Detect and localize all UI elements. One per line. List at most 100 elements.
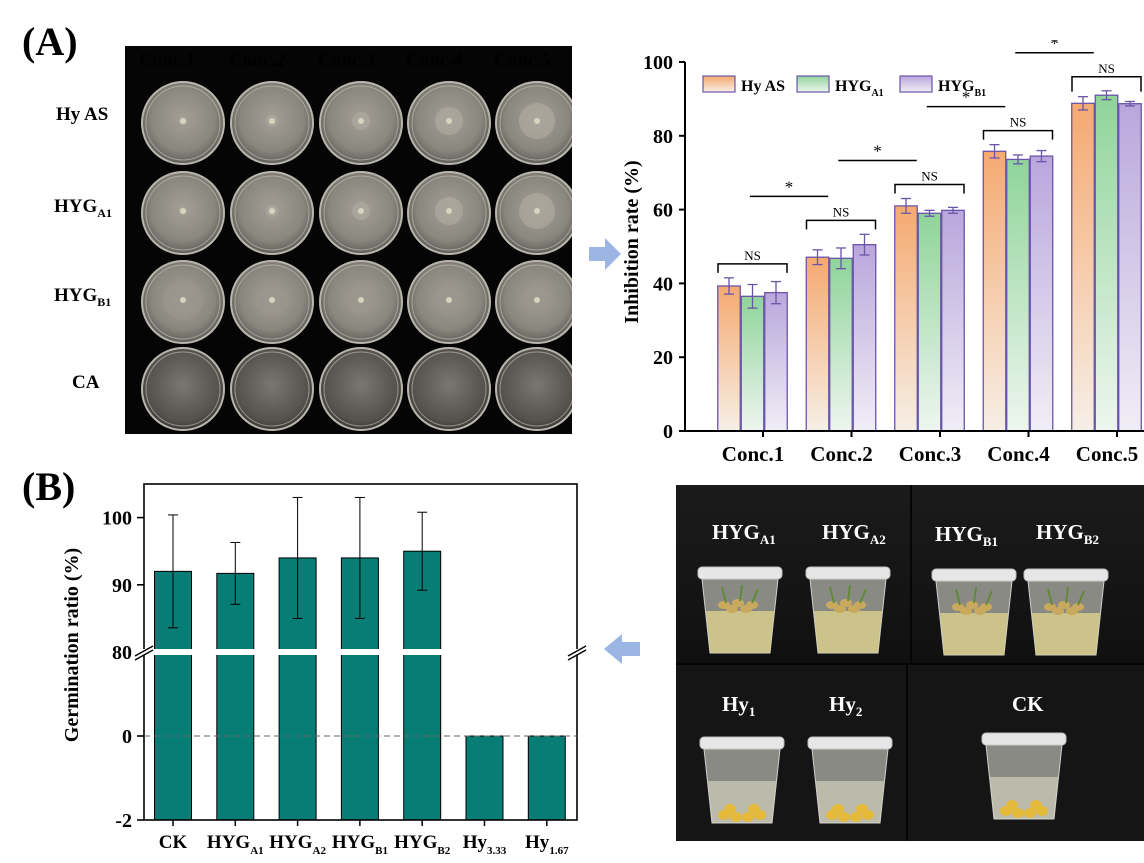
plate-row-ca: CA [72,372,100,393]
legend-label: Hy AS [741,78,785,95]
ns-label: NS [744,248,761,263]
ns-label: NS [833,204,850,219]
chart-b-xtick-label: Hy3.33 [463,832,507,857]
chart-b-ytick-label: -2 [115,810,132,832]
colony-center [534,208,540,214]
petri-plate-rim [323,175,399,251]
colony-center [269,208,275,214]
chart-b-axis-break-gap [136,649,582,655]
chart-b-ytick-label: 80 [112,642,132,664]
chart-a-ylabel: Inhibition rate (%) [621,160,643,323]
plate-column-conc4: Conc.4 [406,50,463,71]
bar-hygb1 [941,209,965,432]
ns-bracket [894,183,965,194]
germination-cup [1022,567,1110,659]
bar-hyas [805,256,830,432]
chart-a-ytick-label: 80 [653,126,673,148]
germination-cup [804,565,892,657]
germination-bar [527,735,566,821]
chart-a-xtick-label: Conc.5 [1076,442,1138,466]
chart-b-xtick-label: HYGB1 [332,832,388,857]
chart-b-xtick-label: HYGA2 [269,832,326,857]
plate-column-conc3: Conc.3 [318,50,375,71]
chart-b-break-mark-right-2 [567,649,587,661]
petri-plate-rim [411,85,487,161]
chart-a-xtick-label: Conc.3 [899,442,961,466]
bar-hyas [717,285,741,432]
panel-b-label: (B) [22,464,76,509]
cup-label-hy1: Hy1 [722,692,756,720]
colony-center [180,118,186,124]
plate-row-hyas: Hy AS [56,104,109,125]
arrow-right-icon [589,238,621,270]
chart-b-ytick-label: 0 [122,726,132,748]
chart-a-ytick-label: 100 [643,52,673,74]
cup-label-hygb1: HYGB1 [935,522,999,550]
petri-plate [407,347,491,431]
chart-b-break-mark-left-2 [134,649,154,661]
colony-center [534,297,540,303]
chart-b-ytick-label: 90 [112,575,132,597]
petri-plate-rim [145,264,221,340]
germination-bar [465,735,504,821]
colony-center [269,118,275,124]
petri-plate-rim [323,264,399,340]
bar-hyas [894,205,918,432]
cup-label-hyga1: HYGA1 [712,520,776,548]
colony-center [358,297,364,303]
petri-plate-rim [234,175,310,251]
bar-hyga1 [829,257,853,432]
arrow-left-icon [604,634,640,664]
bar-hyas [982,150,1007,432]
petri-plate [230,347,314,431]
ns-bracket [717,263,788,273]
bar-hyas [1071,102,1095,432]
petri-plate-rim [323,351,399,427]
germination-cup [806,735,894,827]
bar-hyga1 [917,212,942,432]
ns-bracket [1071,76,1142,92]
petri-plate [141,347,225,431]
chart-b-xtick-label: Hy1.67 [525,832,569,857]
inhibition-rate-chart: Inhibition rate (%) 0 20 40 60 80 100 NS NS NS N… [621,40,1144,466]
germination-cup [980,731,1068,823]
chart-b-break-mark-right-1 [567,645,587,657]
colony-center [446,208,452,214]
chart-a-xtick-label: Conc.1 [722,442,784,466]
ns-bracket [805,219,877,230]
ns-label: NS [1098,61,1115,76]
chart-a-xtick-label: Conc.2 [810,442,872,466]
germination-bar [403,550,442,821]
ns-label: NS [921,169,938,184]
petri-plate [319,347,403,431]
star-label: * [785,177,794,196]
chart-a-ytick-label: 20 [653,347,673,369]
petri-plate-rim [234,264,310,340]
colony-center [358,118,364,124]
petri-plate-rim [411,351,487,427]
petri-plate-rim [234,85,310,161]
chart-b-break-mark-left-1 [134,645,154,657]
chart-b-xtick-label: HYGA1 [207,832,264,857]
germination-ratio-chart: Germination ratio (%) -2 0 80 90 100 CK HYGA1… [61,483,587,857]
petri-plate-rim [234,351,310,427]
colony-center [269,297,275,303]
cup-label-hy2: Hy2 [829,692,863,720]
petri-plate-rim [145,175,221,251]
colony-center [180,208,186,214]
chart-a-xtick-label: Conc.4 [987,442,1050,466]
legend-label: HYGB1 [938,78,986,99]
colony-center [534,118,540,124]
petri-plate-rim [323,85,399,161]
petri-plate-rim [145,85,221,161]
germination-cup [930,567,1018,659]
bar-hygb1 [852,244,877,432]
chart-b-ytick-label: 100 [102,508,132,530]
legend-label: HYGA1 [835,78,884,99]
petri-plates-grid [141,81,579,431]
legend-swatch [899,75,933,93]
cup-label-ck: CK [1012,692,1044,716]
chart-b-xtick-label: CK [159,832,188,853]
petri-plate-rim [411,264,487,340]
colony-center [180,297,186,303]
